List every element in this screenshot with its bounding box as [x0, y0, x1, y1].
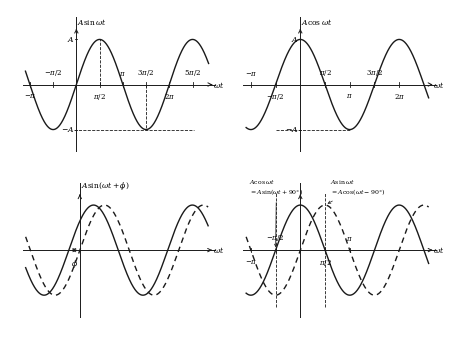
Text: $-\pi/2$: $-\pi/2$ — [44, 68, 63, 78]
Text: $A\sin\omega t$
$= A\cos(\omega t-90°)$: $A\sin\omega t$ $= A\cos(\omega t-90°)$ — [328, 178, 385, 203]
Text: $-\pi$: $-\pi$ — [23, 92, 36, 100]
Text: $3\pi/2$: $3\pi/2$ — [366, 68, 383, 78]
Text: $\pi/2$: $\pi/2$ — [319, 258, 332, 268]
Text: $5\pi/2$: $5\pi/2$ — [184, 68, 201, 78]
Text: $\pi$: $\pi$ — [346, 92, 353, 100]
Text: $A\sin\omega t$: $A\sin\omega t$ — [77, 17, 107, 27]
Text: $3\pi/2$: $3\pi/2$ — [137, 68, 155, 78]
Text: $A\sin(\omega t+\phi)$: $A\sin(\omega t+\phi)$ — [81, 180, 129, 192]
Text: $\pi/2$: $\pi/2$ — [93, 92, 106, 102]
Text: $\omega t$: $\omega t$ — [433, 245, 445, 255]
Text: $-A$: $-A$ — [61, 125, 75, 134]
Text: $-\pi/2$: $-\pi/2$ — [266, 233, 285, 243]
Text: $-A$: $-A$ — [285, 125, 298, 134]
Text: $\phi$: $\phi$ — [71, 258, 78, 270]
Text: $A\cos\omega t$: $A\cos\omega t$ — [301, 17, 333, 27]
Text: $2\pi$: $2\pi$ — [164, 92, 175, 101]
Text: $\pi$: $\pi$ — [346, 235, 353, 243]
Text: $\pi$: $\pi$ — [119, 70, 126, 78]
Text: $A\cos\omega t$
$= A\sin(\omega t+90°)$: $A\cos\omega t$ $= A\sin(\omega t+90°)$ — [249, 178, 303, 246]
Text: $-\pi/2$: $-\pi/2$ — [266, 92, 285, 102]
Text: $\omega t$: $\omega t$ — [433, 79, 445, 90]
Text: $-\pi$: $-\pi$ — [245, 70, 257, 78]
Text: $A$: $A$ — [291, 35, 298, 44]
Text: $\omega t$: $\omega t$ — [213, 79, 225, 90]
Text: $\pi/2$: $\pi/2$ — [319, 68, 332, 78]
Text: $-\pi$: $-\pi$ — [245, 258, 257, 266]
Text: $2\pi$: $2\pi$ — [394, 92, 405, 101]
Text: $A$: $A$ — [67, 35, 75, 44]
Text: $\omega t$: $\omega t$ — [213, 245, 224, 255]
